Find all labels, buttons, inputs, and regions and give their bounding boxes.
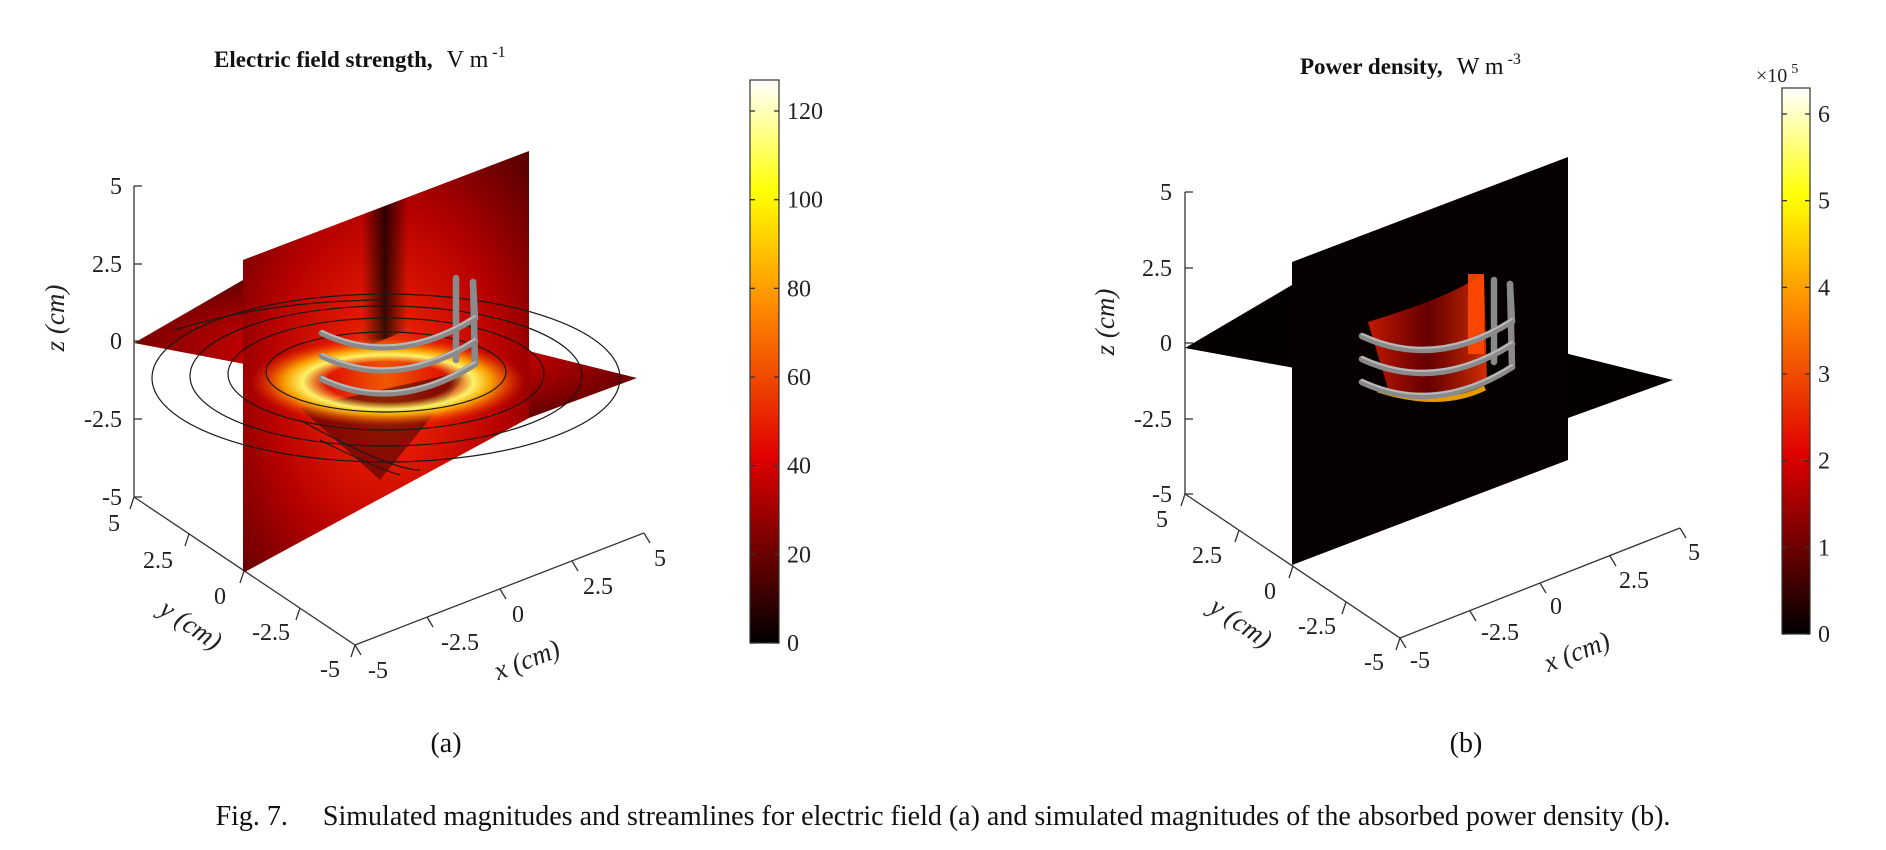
panel-a-colorbar-tick-label: 100	[787, 188, 823, 214]
panel-a-high-field-ring	[250, 338, 526, 426]
panel-b-z-tick: 0	[1160, 331, 1172, 357]
panel-a-z-tick: 5	[110, 174, 122, 200]
panel-a-colorbar-tick-label: 80	[787, 276, 811, 302]
panel-b-z-tick: -5	[1152, 482, 1172, 508]
panel-b-colorbar: ×10 5 6 5 4 3 2 1 0	[1756, 62, 1830, 648]
panel-a-x-tick: -5	[368, 658, 388, 684]
panel-a-streamlines	[151, 293, 621, 476]
panel-a-y-tick: -5	[320, 657, 340, 683]
panel-a-x-tick: 2.5	[583, 574, 613, 600]
panel-b: 5 2.5 0 -2.5 -5 5 2.5 0 -2.5 -5 -5	[1090, 51, 1830, 759]
panel-b-x-tick: -5	[1410, 648, 1430, 674]
panel-b-z-tick: 5	[1160, 180, 1172, 206]
panel-a-z-tick: -5	[102, 485, 122, 511]
panel-b-x-tick: 0	[1550, 594, 1562, 620]
panel-b-colorbar-tick-label: 6	[1818, 102, 1830, 128]
panel-a-title-unit: V m	[447, 47, 489, 73]
panel-a-y-tick: -2.5	[252, 620, 290, 646]
panel-b-y-tick: 5	[1156, 507, 1168, 533]
panel-b-title-unit: W m	[1457, 54, 1504, 80]
panel-b-x-tick: 5	[1688, 540, 1700, 566]
panel-a-z-tick: 0	[110, 329, 122, 355]
panel-a-label: (a)	[430, 728, 461, 759]
panel-a-colorbar-tick-label: 120	[787, 99, 823, 125]
panel-b-x-tick: 2.5	[1619, 568, 1649, 594]
panel-b-hot-spot	[1468, 274, 1484, 354]
panel-b-label: (b)	[1450, 728, 1483, 759]
panel-a-x-ticks: -5 -2.5 0 2.5 5	[354, 532, 666, 684]
panel-a-y-tick: 0	[214, 584, 226, 610]
panel-a-x-tick: 0	[512, 602, 524, 628]
panel-a-y-tick: 5	[108, 511, 120, 537]
panel-a-colorbar-tick-label: 0	[787, 631, 799, 657]
panel-b-coil	[1358, 276, 1516, 400]
panel-b-y-tick: 2.5	[1192, 543, 1222, 569]
panel-b-x-label: x (cm)	[1539, 625, 1614, 678]
panel-a-x-tick: 5	[654, 546, 666, 572]
panel-b-title-unit-exp: -3	[1508, 51, 1521, 68]
panel-b-x-tick: -2.5	[1481, 620, 1519, 646]
panel-a-x-axis	[354, 532, 645, 646]
panel-a-z-tick: 2.5	[92, 252, 122, 278]
panel-a-x-tick: -2.5	[441, 630, 479, 656]
panel-a-colorbar-tick-label: 20	[787, 542, 811, 568]
panel-a-title: Electric field strength, V m -1	[214, 44, 506, 73]
panel-a-colorbar-tick-label: 40	[787, 454, 811, 480]
panel-a-title-unit-exp: -1	[492, 44, 505, 61]
panel-a-y-tick: 2.5	[143, 548, 173, 574]
panel-a-z-label: z (cm)	[40, 285, 70, 353]
panel-b-colorbar-tick-label: 4	[1818, 275, 1830, 301]
panel-b-y-tick: 0	[1264, 579, 1276, 605]
panel-b-colorbar-tick-label: 5	[1818, 189, 1830, 215]
panel-b-z-tick: -2.5	[1134, 407, 1172, 433]
panel-a-colorbar-tick-label: 60	[787, 365, 811, 391]
panel-a-z-tick: -2.5	[84, 407, 122, 433]
panel-a-coil	[318, 274, 479, 397]
panel-b-y-tick: -2.5	[1298, 614, 1336, 640]
panel-b-x-ticks: -5 -2.5 0 2.5 5	[1399, 527, 1700, 674]
panel-b-colorbar-multiplier: ×10 5	[1756, 62, 1798, 87]
panel-a-field-null-stripe	[362, 197, 408, 348]
panel-b-z-tick: 2.5	[1142, 256, 1172, 282]
panel-b-colorbar-tick-label: 3	[1818, 362, 1830, 388]
panel-a-title-text: Electric field strength,	[214, 47, 433, 72]
panel-b-colorbar-tick-label: 1	[1818, 535, 1830, 561]
panel-a-x-label: x (cm)	[489, 633, 564, 686]
panel-b-colorbar-tick-label: 0	[1818, 622, 1830, 648]
panel-b-z-ticks: 5 2.5 0 -2.5 -5	[1134, 180, 1193, 508]
panel-b-y-tick: -5	[1364, 650, 1384, 676]
panel-a-colorbar: 120 100 80 60 40 20 0	[749, 79, 823, 657]
panel-a-y-ticks: 5 2.5 0 -2.5 -5	[108, 496, 356, 683]
panel-b-colorbar-tick-label: 2	[1818, 449, 1830, 475]
panel-a-z-ticks: 5 2.5 0 -2.5 -5	[84, 174, 142, 511]
panel-a: 5 2.5 0 -2.5 -5 5 2.5 0 -2.5 -5 -5	[40, 44, 823, 759]
figure-caption: Fig. 7. Simulated magnitudes and streaml…	[216, 801, 1671, 832]
panel-b-title-text: Power density,	[1300, 54, 1443, 79]
panel-b-title: Power density, W m -3	[1300, 51, 1521, 80]
panel-b-y-ticks: 5 2.5 0 -2.5 -5	[1156, 493, 1401, 676]
panel-b-z-label: z (cm)	[1090, 289, 1120, 357]
